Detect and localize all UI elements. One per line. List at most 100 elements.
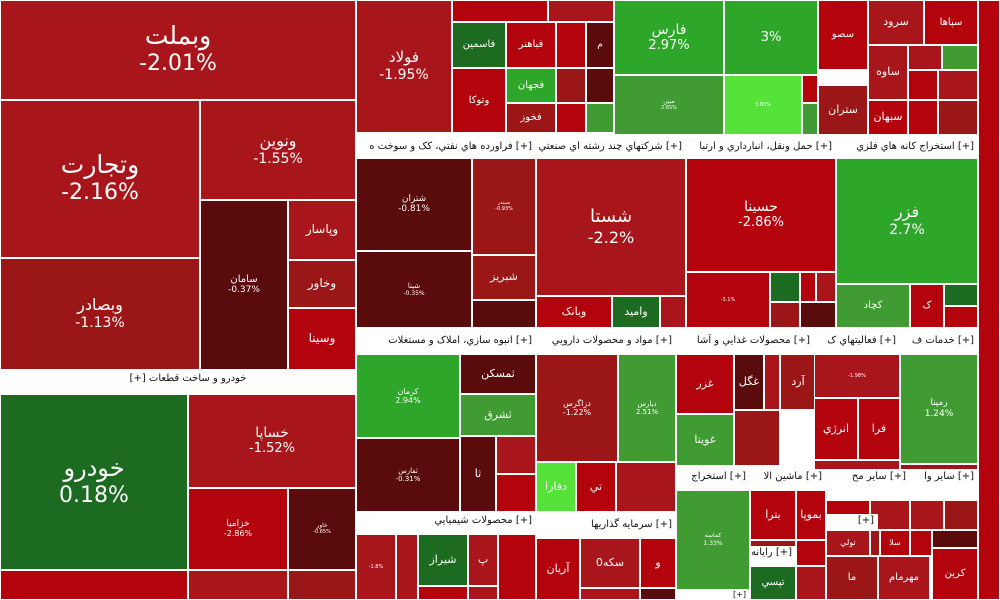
treemap-tile[interactable]: ستران (818, 85, 868, 135)
treemap-tile[interactable]: آرد (780, 354, 816, 410)
treemap-tile[interactable]: خزاميا -2.86% (188, 488, 288, 570)
treemap-tile[interactable]: وپاسار (288, 200, 356, 260)
treemap-tile-unlabeled[interactable] (586, 103, 614, 133)
treemap-tile[interactable]: کماسه 1.33% (676, 490, 750, 590)
treemap-tile[interactable]: فباهنر (506, 22, 556, 68)
treemap-tile[interactable]: تولي (826, 530, 870, 556)
treemap-tile[interactable]: سلا (880, 530, 910, 556)
treemap-tile-unlabeled[interactable] (932, 530, 978, 548)
treemap-tile-unlabeled[interactable] (814, 460, 900, 470)
sector-header[interactable]: [+] شرکتهاي چند رشته اي صنعتي (536, 140, 686, 158)
treemap-tile-unlabeled[interactable] (770, 272, 800, 302)
treemap-tile[interactable]: دزاگرس -1.22% (536, 354, 618, 462)
treemap-tile[interactable]: سامان -0.37% (200, 200, 288, 370)
treemap-tile-unlabeled[interactable] (498, 534, 536, 600)
treemap-tile[interactable]: غزر (676, 354, 734, 414)
treemap-tile[interactable]: حسينا -2.86% (686, 158, 836, 272)
treemap-tile[interactable]: ثمسکن (460, 354, 536, 394)
sector-header[interactable]: [+] ماشين الا (750, 470, 826, 490)
treemap-tile-unlabeled[interactable] (468, 586, 498, 600)
treemap-tile[interactable]: وبانک (536, 296, 612, 328)
treemap-tile[interactable]: فاسمين (452, 22, 506, 68)
sector-header[interactable]: [+] خدمات ف (900, 334, 978, 354)
treemap-tile[interactable]: سرود (868, 0, 924, 45)
treemap-tile[interactable]: فجهان (506, 68, 556, 103)
treemap-tile-unlabeled[interactable] (938, 100, 978, 135)
sector-header[interactable]: [+] فراورده هاي نفتي، کک و سوخت ه (356, 140, 536, 158)
treemap-tile-unlabeled[interactable] (496, 436, 536, 474)
treemap-tile[interactable]: وتوکا (452, 68, 506, 133)
treemap-tile[interactable]: شپنا -0.35% (356, 251, 472, 328)
sector-header[interactable]: [+] استخراج کانه هاي فلزي (836, 140, 978, 158)
sector-header[interactable]: [+] محصولات شيميايي (356, 514, 536, 534)
sector-header[interactable]: [+] ساير وا (910, 470, 978, 490)
treemap-tile[interactable]: غويتا (676, 414, 734, 466)
treemap-tile[interactable]: ثا (460, 436, 496, 512)
treemap-tile-unlabeled[interactable] (764, 354, 780, 410)
treemap-tile[interactable]: ثفارس -0.31% (356, 438, 460, 512)
treemap-tile-unlabeled[interactable] (944, 500, 978, 530)
treemap-tile[interactable]: ديارس 2.51% (618, 354, 676, 462)
treemap-tile[interactable]: -1.8% (356, 534, 396, 600)
treemap-tile-unlabeled[interactable] (796, 540, 826, 566)
treemap-tile-unlabeled[interactable] (800, 272, 816, 302)
treemap-tile-unlabeled[interactable] (942, 45, 978, 70)
treemap-tile-unlabeled[interactable] (472, 300, 536, 328)
treemap-tile-unlabeled[interactable] (580, 588, 640, 600)
sector-header[interactable]: [+] انبوه سازي، املاک و مستغلات (356, 334, 536, 354)
sector-header[interactable]: [+] حمل ونقل، انبارداري و ارتبا (686, 140, 836, 158)
treemap-tile[interactable]: سکه0 (580, 538, 640, 588)
treemap-tile-unlabeled[interactable] (816, 272, 836, 302)
treemap-tile-unlabeled[interactable] (548, 0, 614, 22)
treemap-tile-unlabeled[interactable] (908, 100, 938, 135)
treemap-tile[interactable]: بموپا (796, 490, 826, 540)
treemap-tile-unlabeled[interactable] (800, 302, 836, 328)
treemap-tile[interactable]: وبصادر -1.13% (0, 258, 200, 370)
treemap-tile-unlabeled[interactable] (802, 103, 818, 135)
treemap-tile[interactable]: -1.98% (814, 354, 900, 398)
treemap-tile-unlabeled[interactable] (900, 464, 978, 470)
treemap-tile[interactable]: خاور -0.65% (288, 488, 356, 570)
treemap-tile-unlabeled[interactable] (496, 474, 536, 512)
sector-header[interactable]: [+] (676, 590, 750, 600)
treemap-tile[interactable]: خودرو 0.18% (0, 394, 188, 570)
treemap-tile[interactable]: دفارا (536, 462, 576, 512)
treemap-tile-unlabeled[interactable] (556, 68, 586, 103)
treemap-tile[interactable]: سبهان (868, 100, 908, 135)
treemap-tile[interactable]: مبين 2.65% (614, 75, 724, 135)
treemap-tile-unlabeled[interactable] (288, 570, 356, 600)
treemap-tile[interactable]: بترا (750, 490, 796, 540)
treemap-tile-unlabeled[interactable] (396, 534, 418, 600)
treemap-tile[interactable]: انرژي (814, 398, 858, 460)
treemap-tile-unlabeled[interactable] (910, 500, 944, 530)
treemap-tile-unlabeled[interactable] (556, 103, 586, 133)
treemap-tile-unlabeled[interactable] (796, 566, 826, 600)
treemap-tile[interactable]: آريان (536, 538, 580, 600)
treemap-tile-unlabeled[interactable] (734, 410, 780, 466)
treemap-tile-unlabeled[interactable] (944, 306, 978, 328)
treemap-tile-unlabeled[interactable] (908, 45, 942, 70)
treemap-tile[interactable]: وتجارت -2.16% (0, 100, 200, 258)
treemap-tile-unlabeled[interactable] (188, 570, 288, 600)
treemap-tile-unlabeled[interactable] (908, 70, 938, 100)
treemap-tile[interactable]: شبندر -0.93% (472, 158, 536, 255)
treemap-tile-unlabeled[interactable] (418, 586, 468, 600)
treemap-tile[interactable]: پ (468, 534, 498, 586)
sector-header[interactable]: [+] (826, 514, 878, 530)
treemap-tile[interactable]: فزر 2.7% (836, 158, 978, 284)
treemap-tile[interactable]: 3% (724, 0, 818, 75)
treemap-tile[interactable]: واميد (612, 296, 660, 328)
treemap-tile[interactable]: کرين (932, 548, 978, 600)
treemap-tile-unlabeled[interactable] (944, 284, 978, 306)
treemap-tile[interactable]: وبملت -2.01% (0, 0, 356, 100)
treemap-tile-unlabeled[interactable] (770, 302, 800, 328)
treemap-tile[interactable]: وخاور (288, 260, 356, 308)
treemap-tile[interactable]: کچاد (836, 284, 910, 328)
treemap-tile-unlabeled[interactable] (910, 530, 932, 556)
treemap-tile-unlabeled[interactable] (870, 530, 880, 556)
treemap-tile[interactable]: رمپنا 1.24% (900, 354, 978, 464)
treemap-tile[interactable]: شتران -0.81% (356, 158, 472, 251)
treemap-tile[interactable]: و (640, 538, 676, 588)
treemap-tile-unlabeled[interactable] (640, 588, 676, 600)
treemap-tile[interactable]: ما (826, 556, 878, 600)
